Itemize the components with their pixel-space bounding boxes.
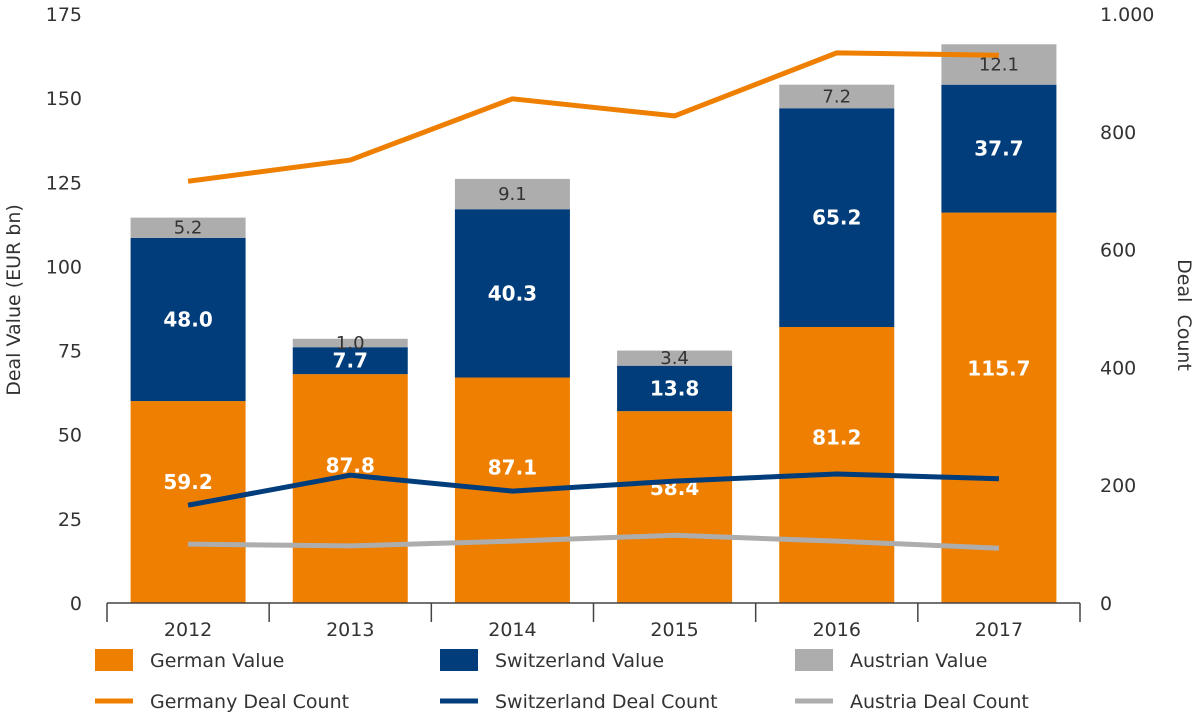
data-label: 13.8 (650, 376, 699, 400)
bar-austrian-value (454, 178, 570, 210)
legend-swatch (95, 649, 133, 671)
legend-label: German Value (150, 650, 284, 672)
y-tick-label: 175 (46, 4, 82, 26)
legend-label: Austria Deal Count (850, 691, 1029, 713)
data-label: 37.7 (974, 137, 1023, 161)
y-tick-label: 125 (46, 172, 82, 194)
x-tick-label: 2013 (326, 619, 374, 641)
data-label: 3.4 (660, 348, 689, 369)
y2-tick-label: 1.000 (1100, 4, 1154, 26)
bar-austrian-value (941, 44, 1057, 85)
bar-switzerland-value (130, 237, 246, 402)
y-axis-label: Deal Value (EUR bn) (3, 204, 25, 396)
legend-swatch (440, 649, 478, 671)
data-label: 81.2 (812, 425, 861, 449)
line-germany-deal-count (187, 50, 999, 184)
bar-switzerland-value (617, 365, 733, 412)
y-tick-label: 100 (46, 256, 82, 278)
data-label: 9.1 (498, 184, 527, 205)
bar-switzerland-value (292, 347, 408, 375)
bar-austrian-value (292, 338, 408, 348)
y-tick-label: 0 (70, 593, 82, 615)
data-label: 5.2 (174, 218, 203, 239)
y-tick-label: 25 (58, 509, 82, 531)
bar-austrian-value (617, 350, 733, 366)
bar-german-value (617, 411, 733, 603)
data-label: 87.1 (488, 456, 537, 480)
legend-swatch (795, 649, 833, 671)
data-label: 7.7 (333, 349, 368, 373)
legend-label: Switzerland Value (495, 650, 664, 672)
line-austria-deal-count (188, 532, 1000, 551)
data-label: 59.2 (163, 470, 212, 494)
data-label: 12.1 (979, 54, 1019, 75)
legend-item-switzerland-value: Switzerland Value (440, 649, 664, 672)
x-tick-label: 2017 (975, 619, 1023, 641)
data-label: 40.3 (488, 281, 537, 305)
legend-label: Switzerland Deal Count (495, 691, 718, 713)
bar-switzerland-value (454, 209, 570, 378)
data-label: 1.0 (336, 333, 365, 354)
data-label: 115.7 (967, 357, 1030, 381)
bar-german-value (292, 374, 408, 603)
x-tick-label: 2012 (164, 619, 212, 641)
data-label: 7.2 (822, 86, 851, 107)
legend-item-german-value: German Value (95, 649, 284, 672)
y2-axis-label: Deal Count (1173, 259, 1195, 371)
y2-tick-label: 0 (1100, 593, 1112, 615)
y2-tick-label: 400 (1100, 357, 1136, 379)
legend-item-switzerland-deal-count: Switzerland Deal Count (440, 691, 718, 713)
x-tick-label: 2016 (813, 619, 861, 641)
legend-label: Germany Deal Count (150, 691, 349, 713)
y2-tick-label: 200 (1100, 475, 1136, 497)
legend-item-austrian-value: Austrian Value (795, 649, 987, 672)
legend-item-austria-deal-count: Austria Deal Count (795, 691, 1029, 713)
legend-label: Austrian Value (850, 650, 987, 672)
y-tick-label: 50 (58, 425, 82, 447)
bar-austrian-value (779, 84, 895, 109)
bar-german-value (941, 212, 1057, 603)
legend-item-germany-deal-count: Germany Deal Count (95, 691, 349, 713)
y-tick-label: 150 (46, 88, 82, 110)
line-switzerland-deal-count (187, 471, 999, 508)
data-label: 48.0 (163, 307, 212, 331)
x-tick-label: 2015 (650, 619, 698, 641)
y2-tick-label: 600 (1100, 240, 1136, 262)
y2-tick-label: 800 (1100, 122, 1136, 144)
bar-austrian-value (130, 217, 246, 238)
x-tick-label: 2014 (488, 619, 536, 641)
bar-german-value (779, 327, 895, 603)
bar-german-value (130, 401, 246, 603)
bar-switzerland-value (779, 108, 895, 328)
y-tick-label: 75 (58, 341, 82, 363)
bar-switzerland-value (941, 84, 1057, 213)
data-label: 65.2 (812, 206, 861, 230)
